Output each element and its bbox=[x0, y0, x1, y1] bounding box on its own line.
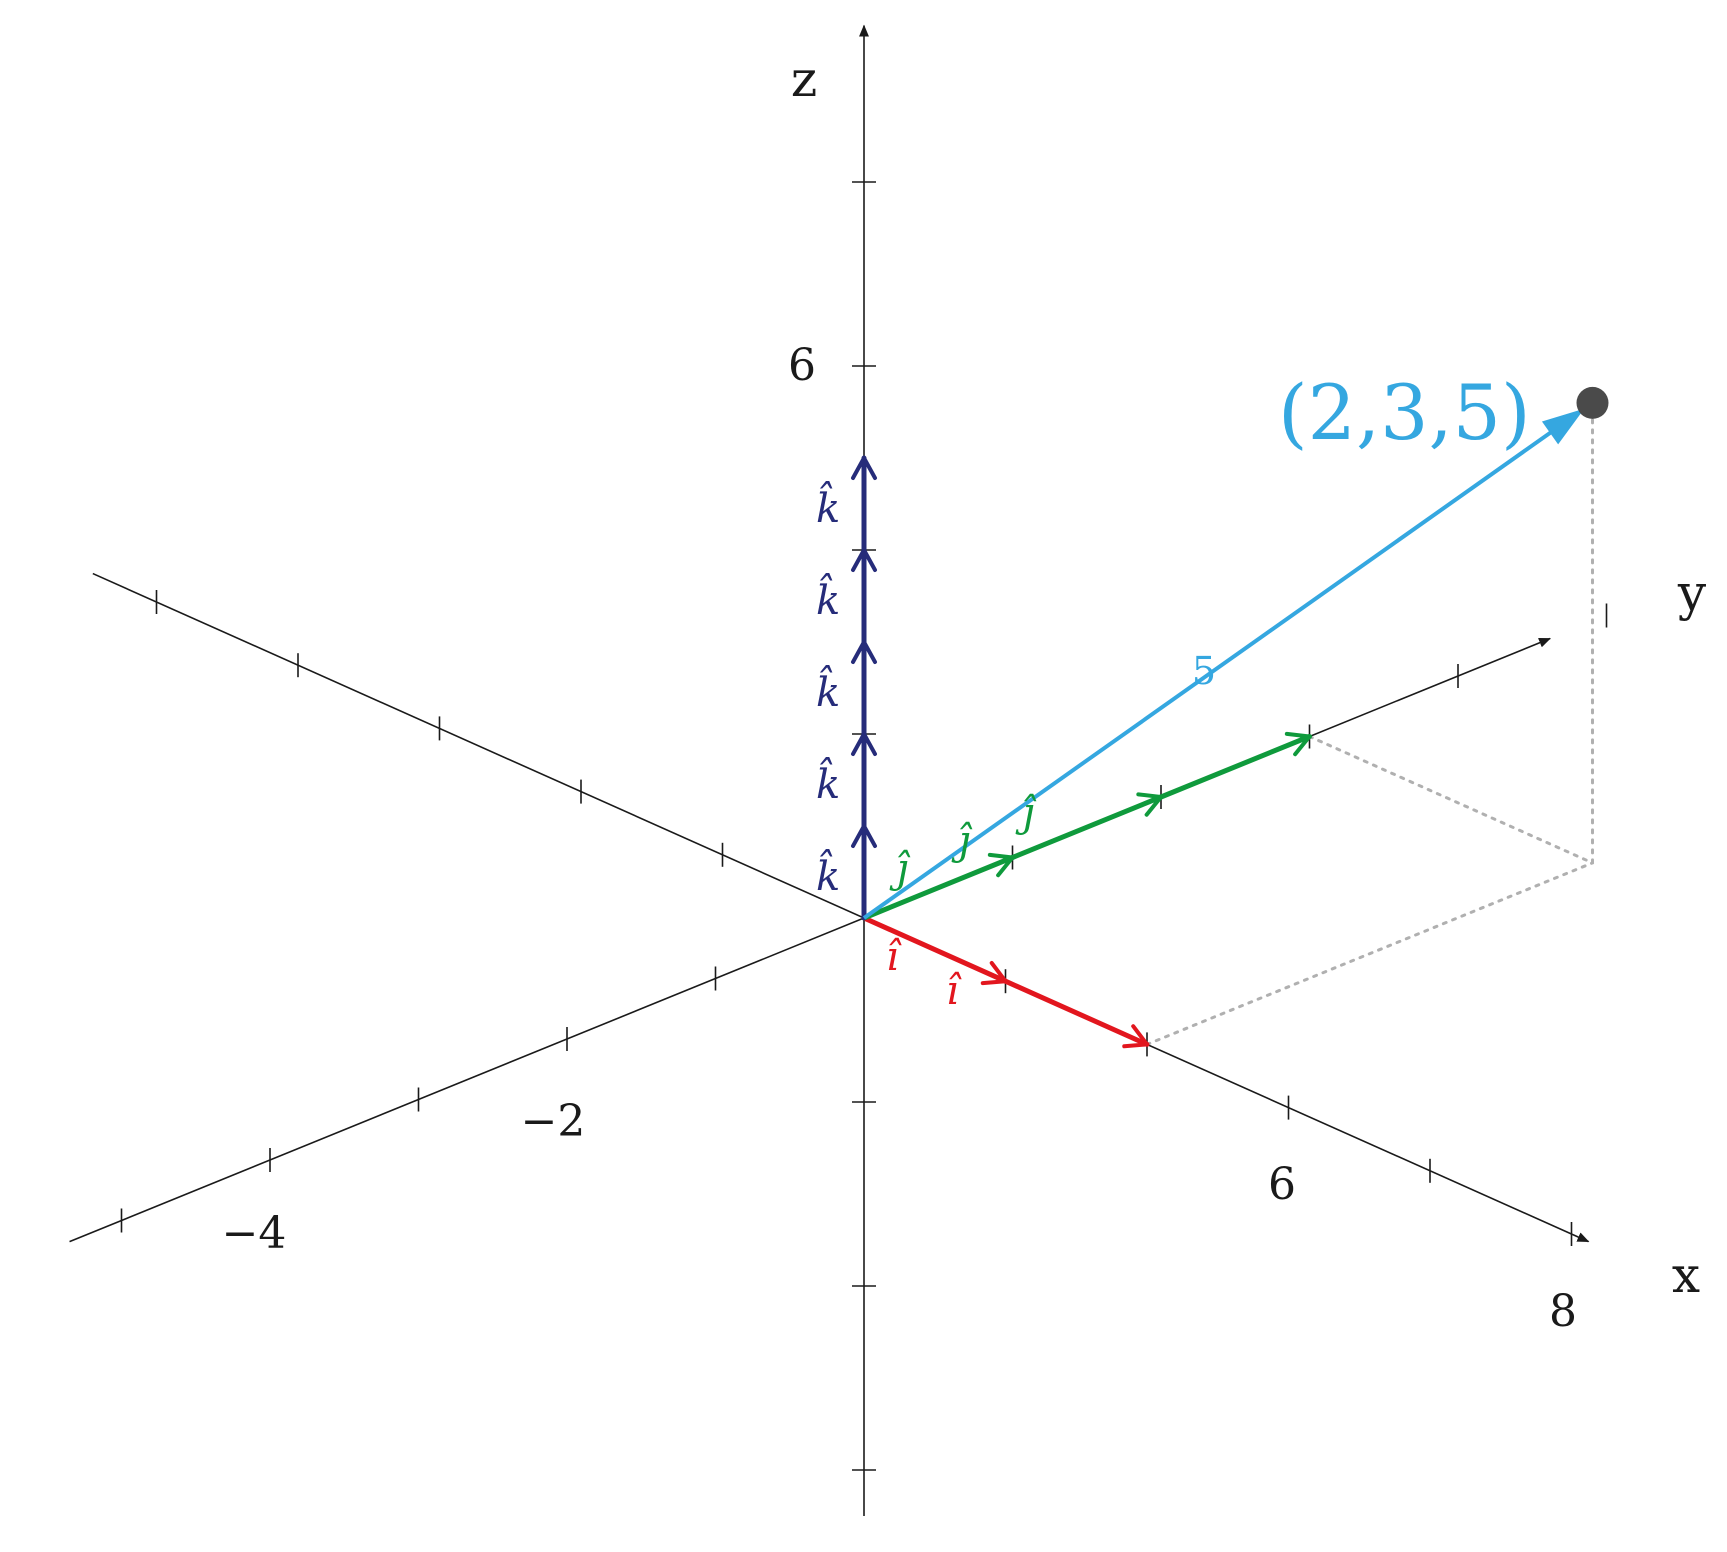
k-hat-label-1: k̂ bbox=[816, 850, 840, 900]
x-axis-line bbox=[92, 572, 1590, 1243]
x-tick-label-6: 6 bbox=[1268, 1159, 1296, 1210]
guide-lines-group bbox=[1145, 401, 1594, 1046]
j-hat-label-1: ĵ bbox=[889, 846, 911, 892]
z-axis-name: z bbox=[791, 50, 817, 108]
i-hat-vector-2 bbox=[1003, 978, 1150, 1047]
position-vector-arrowhead bbox=[1541, 408, 1585, 445]
guide-y-to-base bbox=[1308, 735, 1594, 865]
j-hat-vector-2 bbox=[1010, 794, 1164, 860]
x-tick-label-8: 8 bbox=[1549, 1286, 1577, 1337]
j-hat-vector-3 bbox=[1158, 734, 1312, 800]
x-axis-name: x bbox=[1672, 1246, 1700, 1304]
z-tick-label-6: 6 bbox=[788, 340, 816, 391]
height-label: 5 bbox=[1192, 649, 1216, 693]
y-axis-line bbox=[69, 637, 1551, 1243]
k-hat-label-4: k̂ bbox=[816, 574, 840, 624]
k-hat-label-3: k̂ bbox=[816, 666, 840, 716]
guide-x-to-base bbox=[1145, 861, 1594, 1046]
j-hat-vector-1 bbox=[861, 855, 1015, 921]
k-hat-label-2: k̂ bbox=[816, 758, 840, 808]
y-axis-name: y bbox=[1677, 564, 1707, 622]
i-hat-label-1: î bbox=[886, 934, 902, 980]
k-hat-label-5: k̂ bbox=[816, 482, 840, 532]
i-hat-label-2: î bbox=[946, 968, 962, 1014]
j-hat-arrowhead-3 bbox=[1284, 731, 1312, 757]
j-hat-label-2: ĵ bbox=[951, 818, 973, 864]
i-hat-arrowhead-2 bbox=[1122, 1024, 1149, 1049]
y-tick-label-minus-2: −2 bbox=[521, 1096, 586, 1147]
i-hat-vector-1 bbox=[861, 915, 1008, 984]
point-label: (2,3,5) bbox=[1278, 368, 1531, 457]
k-hat-arrowhead-5 bbox=[851, 456, 877, 480]
position-vector-line bbox=[862, 428, 1555, 920]
y-tick-label-minus-4: −4 bbox=[222, 1208, 287, 1259]
point-vector-group bbox=[862, 386, 1609, 920]
point-dot bbox=[1576, 386, 1609, 419]
j-hat-label-3: ĵ bbox=[1015, 790, 1037, 836]
unit-vectors-group bbox=[851, 455, 1312, 1049]
